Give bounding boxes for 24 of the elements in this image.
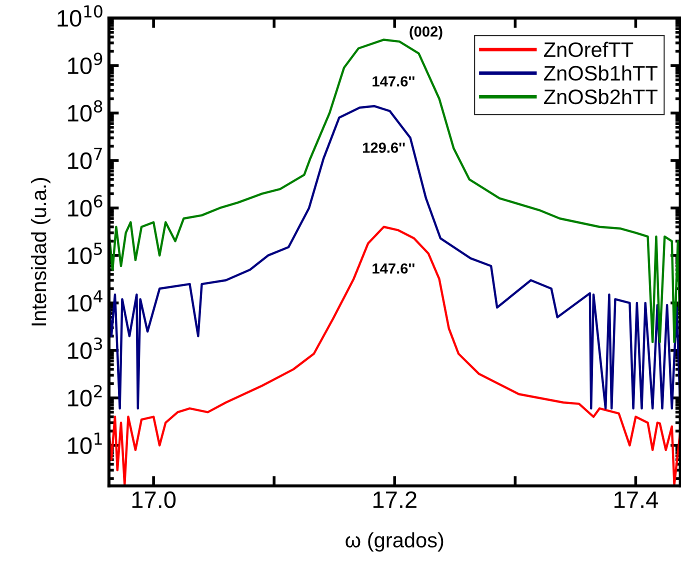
y-tick-label: 10$^{2}$ — [68, 384, 102, 406]
annotation: 147.6'' — [372, 76, 414, 87]
y-tick-label: 10$^{4}$ — [68, 290, 102, 312]
annotation: 129.6'' — [362, 142, 405, 153]
legend-label: ZnOSb1hTT — [544, 65, 658, 81]
annotation: 147.6'' — [372, 263, 414, 274]
annotation: (002) — [410, 26, 442, 40]
y-tick-label: 10$^{1}$ — [68, 432, 102, 454]
line-series — [108, 38, 680, 344]
x-tick-label: 17.0 — [132, 491, 176, 508]
y-tick-label: 10$^{3}$ — [68, 337, 102, 360]
y-axis-title: Intensidad (u.a.) — [30, 178, 50, 326]
line-series — [108, 104, 680, 410]
x-tick-label: 17.4 — [614, 492, 658, 508]
y-tick-label: 10$^{6}$ — [68, 195, 102, 217]
y-tick-label: 10$^{9}$ — [68, 52, 102, 74]
x-axis-title: ω (grados) — [346, 532, 444, 552]
y-tick-label: 10$^{5}$ — [68, 242, 102, 264]
y-tick-label: 10$^{8}$ — [68, 100, 102, 122]
y-tick-label: 10$^{7}$ — [68, 148, 102, 170]
legend-label: ZnOrefTT — [544, 42, 634, 58]
legend-label: ZnOSb2hTT — [544, 88, 658, 104]
x-tick-label: 17.2 — [373, 491, 416, 508]
y-tick-label: 10$^{10}$ — [58, 5, 102, 27]
